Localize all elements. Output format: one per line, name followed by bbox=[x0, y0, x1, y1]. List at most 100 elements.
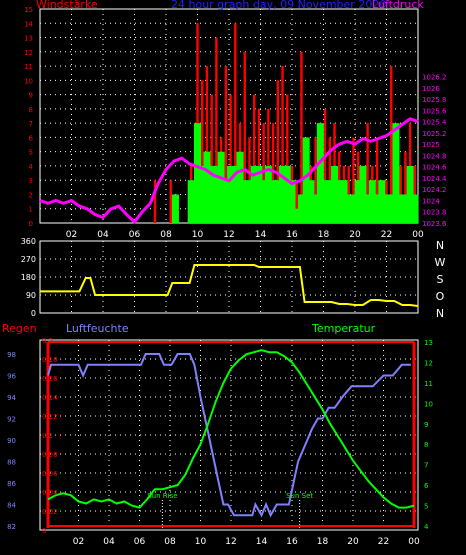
temperature-tick: 4 bbox=[424, 523, 429, 531]
wind-dir-tick: 270 bbox=[21, 255, 36, 264]
wind-avg-bar bbox=[198, 165, 206, 223]
wind-avg-bar bbox=[331, 165, 339, 223]
humidity-tick: 88 bbox=[7, 459, 16, 467]
wind-speed-bar bbox=[224, 66, 228, 223]
wind-avg-bar bbox=[307, 180, 315, 223]
temperature-axis: 4 5 6 7 8 9 10 11 12 13 bbox=[424, 339, 433, 531]
rain-tick: 0.1 bbox=[42, 432, 53, 440]
wind-avg-bar bbox=[227, 165, 235, 223]
wind-speed-tick: 0 bbox=[29, 220, 33, 228]
chart-title: 24 hour graph day, 09 November 2020 bbox=[171, 0, 386, 11]
x-tick-label: 00 bbox=[408, 537, 420, 547]
temperature-tick: 9 bbox=[424, 421, 428, 429]
pressure-line bbox=[39, 117, 419, 225]
wind-speed-bar bbox=[300, 51, 303, 223]
wind-speed-bar bbox=[215, 37, 218, 224]
pressure-tick: 1023.6 bbox=[422, 220, 447, 228]
wind-avg-bars bbox=[171, 123, 419, 223]
wind-speed-bar bbox=[390, 66, 393, 223]
pressure-tick: 1024.8 bbox=[422, 152, 447, 160]
wind-avg-bar bbox=[387, 194, 395, 223]
rain-axis: 0 0.02 0.04 0.06 0.08 0.1 0.12 0.14 0.16 0.18 0.2 bbox=[42, 337, 58, 535]
rain-tick: 0.12 bbox=[42, 413, 58, 421]
temperature-tick: 8 bbox=[424, 441, 428, 449]
wind-avg-bar bbox=[203, 151, 211, 223]
wind-avg-bar bbox=[236, 151, 244, 223]
wind-avg-bar bbox=[368, 180, 376, 223]
humidity-axis: 82 84 86 88 90 92 94 96 98 bbox=[7, 351, 16, 531]
wind-speed-tick: 6 bbox=[29, 134, 34, 142]
x-tick-label: 00 bbox=[412, 230, 424, 240]
wind-speed-bar bbox=[286, 94, 289, 223]
wind-speed-bar bbox=[323, 108, 327, 223]
rain-tick: 0.04 bbox=[42, 489, 58, 497]
x-tick-label: 06 bbox=[134, 537, 146, 547]
wind-avg-bar bbox=[250, 165, 258, 223]
wind-avg-bar bbox=[401, 194, 409, 223]
x-tick-label: 08 bbox=[160, 230, 172, 240]
pressure-tick: 1025.2 bbox=[422, 130, 447, 138]
wind-dir-tick: 90 bbox=[26, 291, 36, 300]
wind-avg-bar bbox=[340, 180, 348, 223]
wind-speed-bar bbox=[366, 123, 369, 223]
wind-direction-grid bbox=[40, 240, 418, 314]
wind-speed-bar bbox=[243, 51, 246, 223]
wind-avg-bar bbox=[171, 194, 179, 223]
pressure-tick: 1025.4 bbox=[422, 119, 447, 127]
temperature-tick: 13 bbox=[424, 339, 433, 347]
x-tick-label: 02 bbox=[66, 230, 77, 240]
humidity-tick: 82 bbox=[7, 523, 16, 531]
wind-avg-bar bbox=[406, 165, 414, 223]
wind-speed-bar bbox=[253, 94, 256, 223]
wind-speed-bar bbox=[404, 151, 407, 223]
wind-speed-bar bbox=[210, 94, 213, 223]
wind-speed-bar bbox=[169, 180, 172, 223]
wind-avg-bar bbox=[349, 194, 357, 223]
wind-avg-bar bbox=[326, 180, 334, 223]
temperature-line bbox=[47, 349, 415, 509]
wind-speed-bar bbox=[229, 94, 232, 223]
wind-avg-bar bbox=[274, 180, 282, 223]
sun-annotations: Sun Rise Sun Set bbox=[147, 492, 313, 530]
compass-label: S bbox=[437, 273, 444, 286]
temperature-tick: 6 bbox=[424, 482, 429, 490]
temperature-tick: 12 bbox=[424, 359, 433, 367]
temperature-tick: 7 bbox=[424, 462, 428, 470]
wind-direction-axis: 0 90 180 270 360 bbox=[21, 237, 36, 318]
x-tick-label: 22 bbox=[378, 537, 389, 547]
wind-speed-tick: 1 bbox=[29, 206, 33, 214]
wind-speed-tick: 12 bbox=[24, 49, 33, 57]
rain-tick: 0.2 bbox=[42, 337, 53, 345]
wind-avg-bar bbox=[222, 180, 230, 223]
rain-tick: 0.16 bbox=[42, 375, 58, 383]
humidity-tick: 84 bbox=[7, 502, 16, 510]
wind-avg-bar bbox=[312, 194, 320, 223]
x-tick-label: 12 bbox=[225, 537, 236, 547]
wind-avg-bar bbox=[288, 180, 296, 223]
wind-avg-bar bbox=[217, 151, 225, 223]
wind-avg-bar bbox=[297, 194, 305, 223]
wind-avg-bar bbox=[354, 180, 362, 223]
wind-avg-bar bbox=[231, 165, 239, 223]
wind-avg-bar bbox=[383, 194, 390, 223]
x-tick-label: 04 bbox=[97, 230, 109, 240]
x-tick-label: 22 bbox=[381, 230, 392, 240]
temperature-title: Temperatur bbox=[311, 322, 376, 335]
x-tick-label: 04 bbox=[103, 537, 115, 547]
compass-label: N bbox=[436, 307, 444, 320]
wind-speed-bar bbox=[271, 123, 275, 223]
pressure-tick: 1024.2 bbox=[422, 186, 447, 194]
pressure-axis: 1023.6 1023.8 1024 1024.2 1024.4 1024.6 1024.8… bbox=[422, 74, 447, 228]
pressure-tick: 1026.2 bbox=[422, 74, 447, 82]
rain-humidity-grid bbox=[40, 339, 418, 531]
wind-speed-bar bbox=[375, 137, 379, 223]
wind-avg-bar bbox=[279, 165, 287, 223]
wind-avg-bar bbox=[411, 194, 419, 223]
wind-speed-bar bbox=[314, 137, 317, 223]
wind-speed-tick: 11 bbox=[24, 63, 33, 71]
x-tick-label: 18 bbox=[317, 537, 329, 547]
wind-speed-bar bbox=[205, 66, 209, 223]
